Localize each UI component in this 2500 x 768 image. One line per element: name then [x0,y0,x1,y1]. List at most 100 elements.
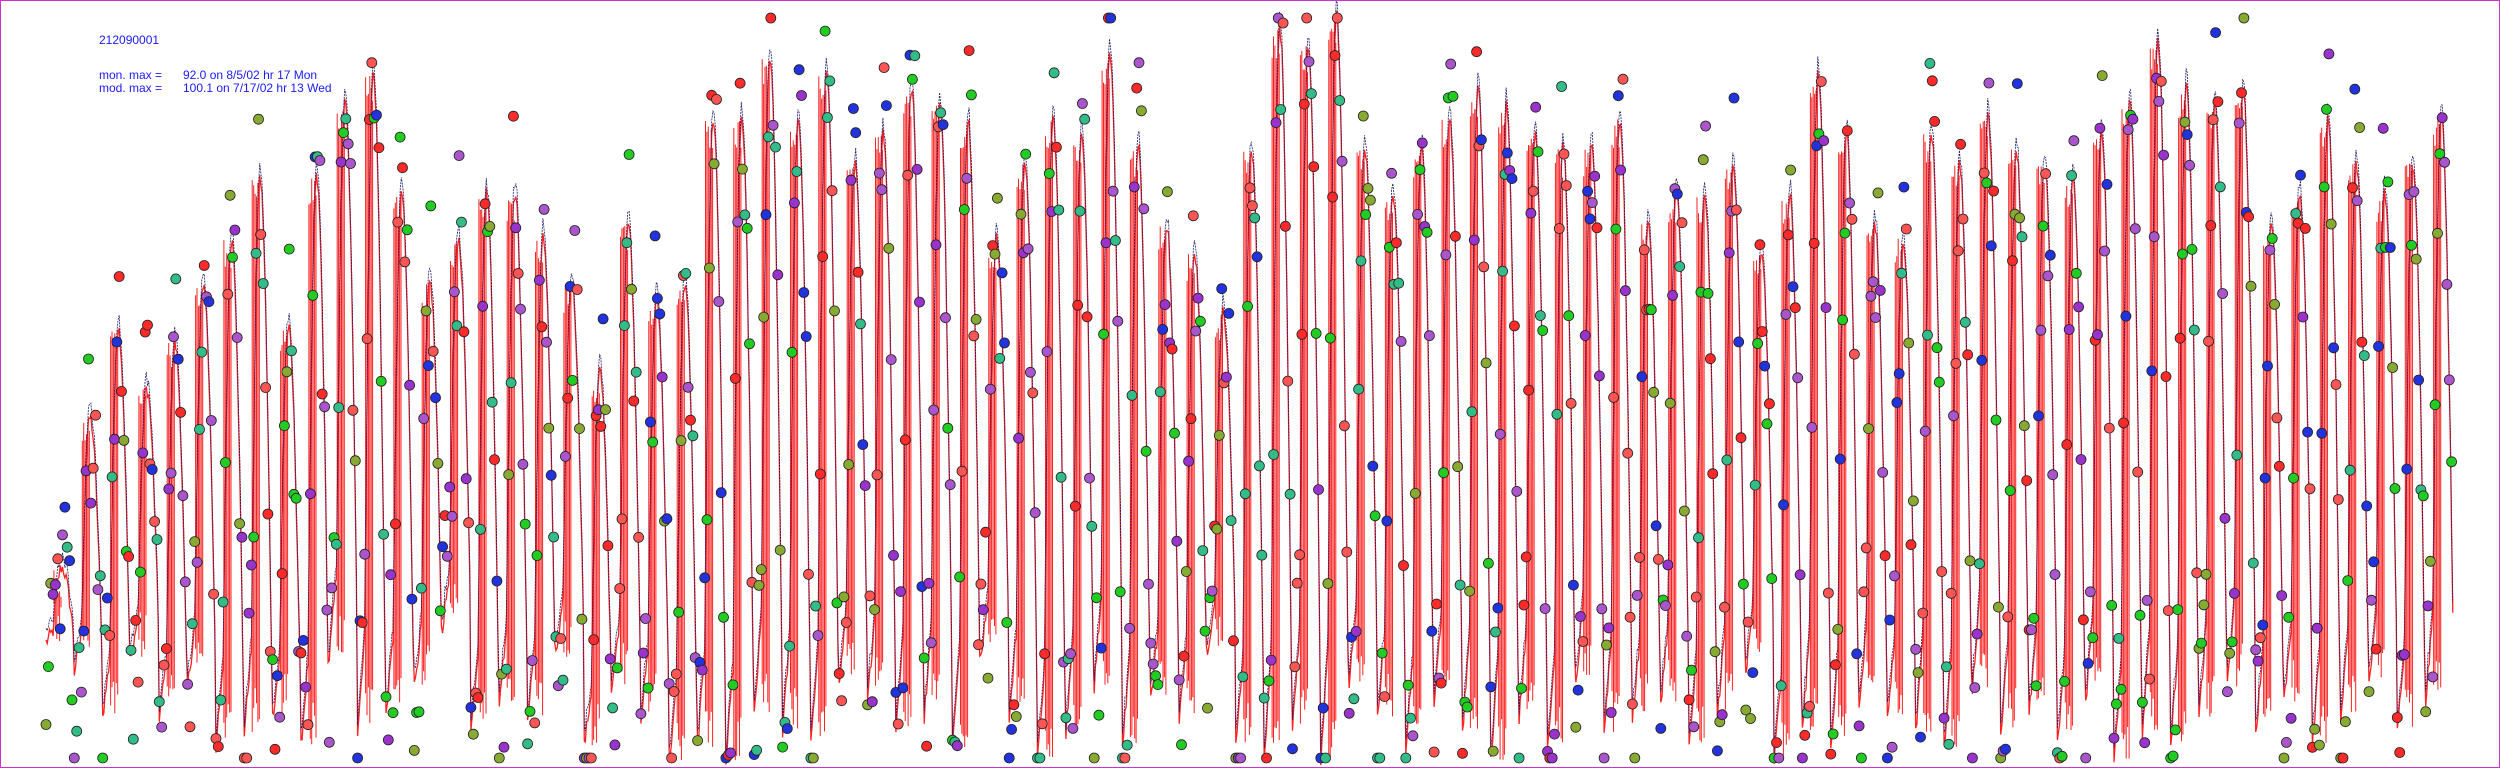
hourly-marker [663,678,675,689]
hourly-marker [106,471,118,483]
hourly-marker [2059,676,2070,687]
hourly-marker [137,447,149,459]
hourly-marker [347,404,359,416]
hourly-marker [1959,316,1971,328]
hourly-marker [446,510,458,522]
hourly-marker [54,623,66,635]
hourly-marker [637,647,649,659]
hourly-marker [2417,490,2429,502]
hourly-marker [1509,320,1520,332]
hourly-marker [1582,185,1593,197]
hourly-marker [2330,379,2342,391]
hourly-marker [1799,729,1811,741]
hourly-marker [271,670,283,682]
hourly-marker [2384,242,2396,253]
hourly-marker [1981,177,1992,189]
hourly-marker [2309,723,2321,735]
hourly-marker [1034,752,1046,764]
hourly-marker [1048,67,1060,79]
hourly-marker [2420,706,2432,718]
hourly-marker [2205,220,2217,231]
hourly-marker [822,112,833,123]
hourly-marker [2040,168,2051,180]
hourly-marker [1393,277,1405,289]
hourly-marker [444,481,456,493]
hourly-marker [2110,698,2122,710]
hourly-marker [2174,332,2186,344]
hourly-marker [1202,702,1213,714]
hourly-marker [491,575,503,587]
hourly-marker [1560,180,1572,191]
hourly-marker [1348,693,1360,705]
hourly-marker [1114,586,1126,598]
hourly-marker [1105,12,1117,24]
hourly-marker [1282,375,1294,387]
hourly-marker [812,630,824,641]
hourly-marker [2101,178,2113,190]
hourly-marker [1955,138,1966,150]
hourly-marker [1131,82,1143,94]
hourly-marker [2000,743,2011,755]
hourly-marker [1950,357,1962,369]
hourly-marker [127,733,139,745]
hourly-marker [422,360,434,372]
hourly-marker [1051,141,1062,153]
hourly-marker [864,590,876,602]
hourly-marker [1645,304,1657,316]
hourly-marker [1029,507,1041,519]
hourly-marker [1922,329,1933,341]
hourly-marker [1957,213,1969,225]
hourly-marker [753,580,765,591]
hourly-marker [1171,535,1183,547]
hourly-marker [1247,200,1258,212]
hourly-marker [1015,208,1027,220]
hourly-marker [1357,110,1369,122]
hourly-marker [1926,75,1938,87]
hourly-marker [791,166,803,177]
hourly-marker [182,678,194,690]
hourly-marker [2313,739,2325,751]
hourly-marker [925,637,937,649]
hourly-marker [2018,420,2030,432]
hourly-marker [66,694,78,706]
hourly-marker [2356,336,2368,348]
hourly-marker [1140,445,1152,457]
hourly-marker [361,333,373,345]
hourly-marker [1223,307,1235,319]
hourly-marker [800,331,812,342]
hourly-marker [2224,647,2236,659]
hourly-marker [503,469,515,481]
hourly-marker [1518,599,1530,611]
hourly-marker [675,435,687,447]
hourly-marker [2257,619,2269,631]
hourly-marker [1579,330,1591,341]
hourly-marker [1525,207,1537,219]
hourly-marker [1827,728,1839,740]
hourly-marker [392,216,404,228]
hourly-marker [68,752,80,764]
hourly-marker [1265,654,1277,666]
hourly-marker [1322,578,1334,589]
hourly-marker [432,457,444,469]
hourly-marker [1964,555,1976,567]
hourly-marker [1985,240,1997,252]
hourly-marker [2160,371,2172,383]
hourly-marker [630,366,642,378]
hourly-marker [1199,625,1211,637]
hourly-marker [522,738,533,750]
hourly-marker [2122,124,2134,136]
hourly-marker [401,224,413,236]
hourly-marker [604,653,616,665]
hourly-marker [1261,752,1272,764]
hourly-marker [1584,213,1596,225]
hourly-marker [902,169,914,181]
hourly-marker [2299,222,2311,234]
hourly-marker [1967,752,1978,764]
hourly-marker [1709,646,1721,658]
hourly-marker [737,163,748,175]
hourly-marker [1605,707,1617,718]
hourly-marker [1457,747,1468,759]
hourly-marker [2398,649,2410,660]
hourly-marker [484,220,496,232]
